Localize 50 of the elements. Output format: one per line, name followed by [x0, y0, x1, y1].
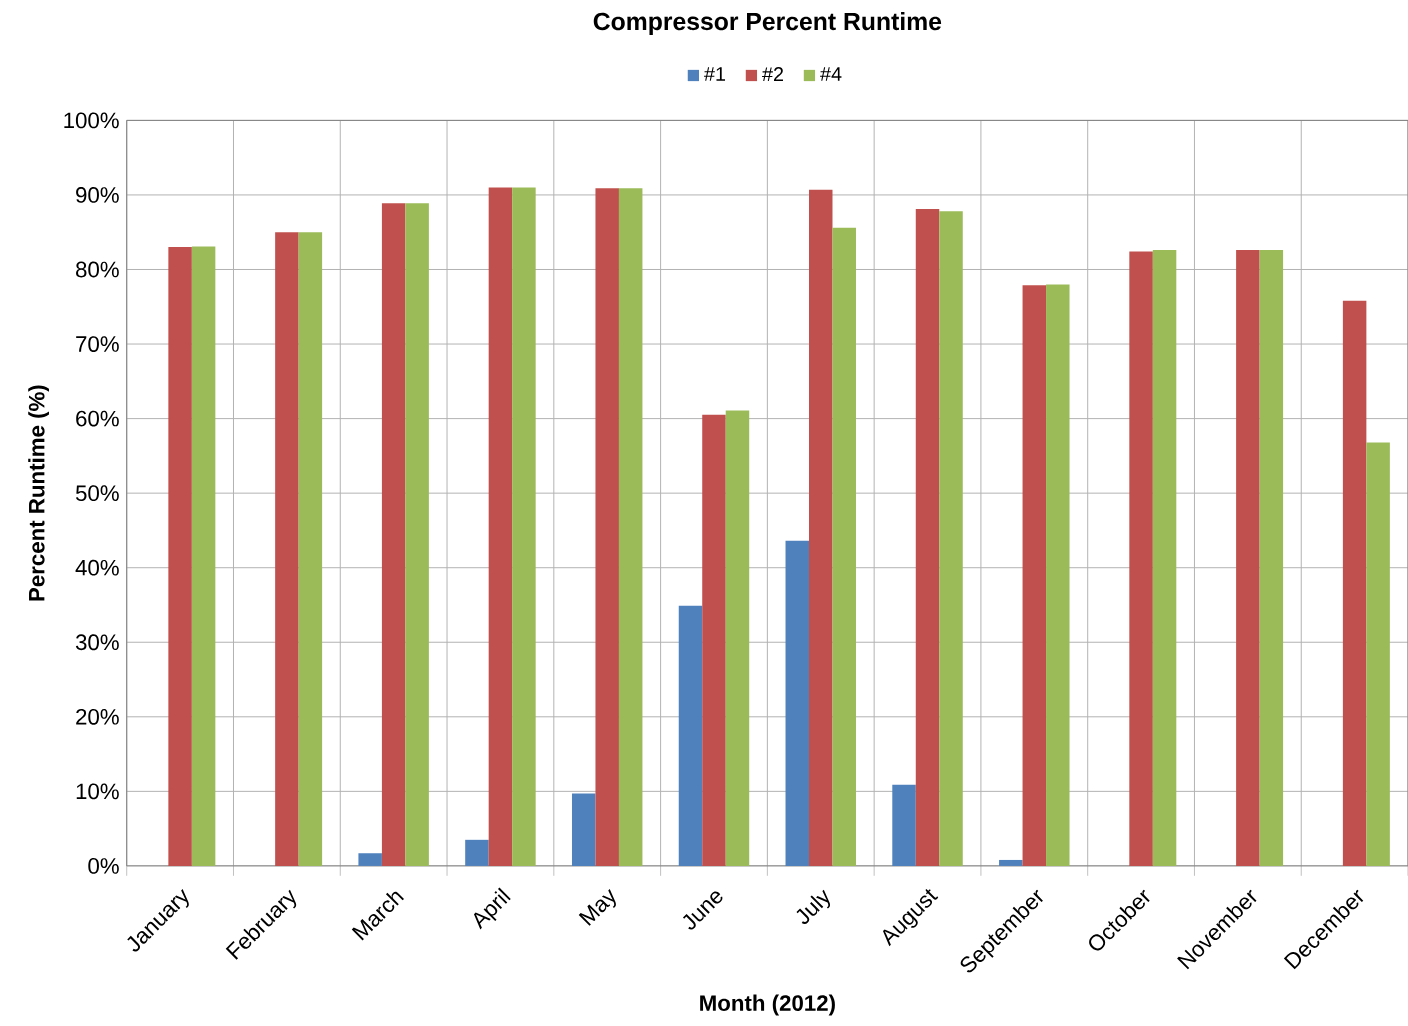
y-tick-label: 40%	[75, 559, 119, 576]
bar	[1046, 284, 1070, 866]
bar	[809, 189, 833, 866]
bar	[1152, 250, 1177, 866]
bar	[381, 203, 406, 866]
legend-label: #2	[762, 67, 784, 81]
y-tick-label: 90%	[76, 187, 119, 203]
y-tick-label: 10%	[76, 783, 119, 800]
bar	[915, 209, 940, 866]
y-tick-label: 60%	[76, 410, 119, 427]
bar	[358, 853, 382, 866]
legend-label: #4	[820, 67, 842, 81]
bar	[191, 246, 216, 866]
legend-label: #1	[704, 67, 726, 81]
y-tick-label: 70%	[76, 336, 119, 352]
bar	[939, 211, 963, 866]
bar	[678, 605, 703, 866]
bar	[785, 540, 810, 866]
y-tick-label: 20%	[76, 708, 119, 725]
bar	[595, 188, 619, 866]
bar	[1129, 251, 1153, 866]
bar	[892, 784, 916, 866]
y-axis-title: Percent Runtime (%)	[28, 385, 49, 601]
bar	[832, 227, 856, 866]
bar	[405, 203, 429, 866]
y-tick-label: 100%	[64, 112, 119, 129]
y-tick-label: 50%	[75, 485, 119, 502]
bar	[1342, 300, 1367, 866]
bar	[1259, 250, 1284, 866]
bar	[488, 187, 513, 866]
bar	[702, 414, 726, 866]
bar	[571, 793, 596, 866]
y-tick-label: 80%	[76, 261, 119, 278]
y-tick-label: 0%	[88, 857, 119, 874]
y-tick-label: 30%	[75, 634, 119, 651]
x-tick-label: July	[796, 889, 831, 925]
bar	[999, 859, 1023, 866]
bar	[465, 839, 489, 866]
bar	[275, 232, 299, 866]
x-tick-label: May	[578, 889, 616, 926]
bar	[512, 187, 536, 866]
bar	[725, 410, 750, 866]
chart-title: Compressor Percent Runtime	[593, 11, 942, 36]
bar	[618, 188, 643, 866]
x-axis-title: Month (2012)	[700, 994, 835, 1016]
bar	[1022, 285, 1047, 866]
bar	[298, 232, 323, 866]
bar	[1236, 250, 1260, 866]
bar	[168, 247, 192, 866]
bar	[1366, 442, 1390, 866]
